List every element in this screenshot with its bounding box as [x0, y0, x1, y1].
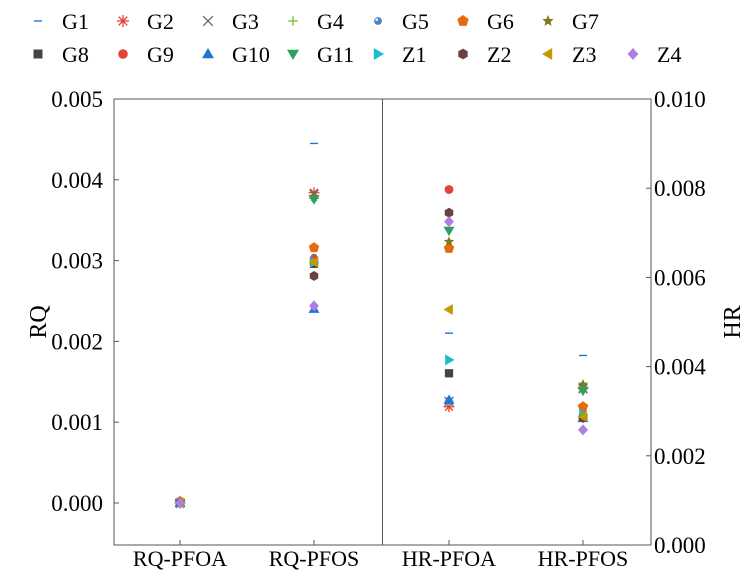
point-G9-HR-PFOA: [444, 185, 454, 194]
point-Z4-HR-PFOA: [444, 216, 454, 228]
point-Z4-RQ-PFOS: [309, 300, 319, 312]
legend-item-G4: G4: [288, 9, 344, 34]
left-axis: 0.000 0.001 0.002 0.003 0.004 0.005: [51, 87, 119, 516]
point-Z3-HR-PFOS: [577, 411, 587, 423]
legend-marker-G8: [33, 49, 43, 59]
legend-marker-G5: [374, 17, 382, 25]
legend-item-G3: G3: [202, 9, 259, 34]
right-tick-label: 0.000: [654, 533, 706, 558]
point-Z1-HR-PFOA: [445, 354, 455, 366]
legend-marker-Z1: [373, 48, 384, 60]
legend-item-G1: G1: [34, 9, 89, 34]
point-Z3-RQ-PFOS: [308, 256, 318, 268]
point-G7-HR-PFOS: [577, 378, 589, 389]
legend-label: G4: [317, 9, 344, 34]
point-G6-HR-PFOS: [577, 401, 589, 412]
legend-label: G9: [147, 42, 174, 67]
point-G8-HR-PFOA: [444, 369, 454, 378]
legend-item-G8: G8: [33, 42, 89, 67]
point-G6-RQ-PFOS: [308, 242, 320, 253]
point-G11-HR-PFOS: [577, 386, 589, 397]
legend-label: Z3: [572, 42, 596, 67]
legend-marker-Z3: [542, 48, 553, 60]
legend-marker-G7: [542, 15, 554, 26]
legend-item-G11: G11: [287, 42, 354, 67]
legend-item-G5: G5: [374, 9, 429, 34]
legend-label: G11: [317, 42, 354, 67]
legend-item-Z4: Z4: [627, 42, 681, 67]
legend-label: G5: [402, 9, 429, 34]
right-tick-label: 0.002: [654, 444, 706, 469]
legend-label: G8: [62, 42, 89, 67]
x-tick-label: HR-PFOS: [538, 546, 628, 571]
point-G6-HR-PFOA: [443, 242, 455, 253]
left-tick-label: 0.000: [51, 491, 103, 516]
data-points: [174, 142, 589, 509]
legend-item-Z1: Z1: [373, 42, 426, 67]
left-tick-label: 0.001: [51, 410, 103, 435]
point-G11-RQ-PFOS: [308, 195, 320, 205]
right-tick-label: 0.008: [654, 176, 706, 201]
point-Z3-HR-PFOA: [443, 304, 453, 316]
legend-label: G10: [232, 42, 270, 67]
legend-marker-G6: [457, 15, 469, 26]
legend: G1 G2 G3 G4 G5 G6 G7 G8 G9 G10 G11 Z1 Z2 Z3 Z4: [33, 9, 681, 67]
x-tick-label: RQ-PFOS: [269, 546, 359, 571]
legend-item-G9: G9: [118, 42, 174, 67]
x-axis: RQ-PFOA RQ-PFOS HR-PFOA HR-PFOS: [133, 540, 628, 571]
legend-marker-G4: [288, 16, 298, 26]
point-Z4-RQ-PFOA: [175, 497, 185, 509]
legend-item-G10: G10: [202, 42, 270, 67]
point-Z4-HR-PFOS: [578, 424, 588, 436]
legend-item-Z3: Z3: [542, 42, 596, 67]
point-Z2-RQ-PFOS: [309, 270, 319, 281]
legend-label: Z1: [402, 42, 426, 67]
legend-item-G6: G6: [457, 9, 514, 34]
left-tick-label: 0.002: [51, 329, 103, 354]
right-tick-label: 0.010: [654, 87, 706, 112]
legend-marker-Z4: [627, 48, 639, 60]
left-tick-label: 0.004: [51, 168, 103, 193]
point-Z2-HR-PFOA: [444, 207, 454, 218]
legend-item-Z2: Z2: [458, 42, 511, 67]
right-tick-label: 0.006: [654, 265, 706, 290]
right-axis-label: HR: [720, 305, 746, 338]
point-G10-HR-PFOA: [443, 394, 455, 404]
legend-label: G1: [62, 9, 89, 34]
right-axis: 0.000 0.002 0.004 0.006 0.008 0.010: [646, 87, 706, 558]
legend-marker-G9: [118, 49, 128, 59]
legend-marker-Z2: [458, 48, 468, 60]
x-tick-label: HR-PFOA: [402, 546, 496, 571]
right-tick-label: 0.004: [654, 355, 706, 380]
point-G7-HR-PFOA: [443, 236, 455, 247]
legend-marker-G11: [287, 49, 299, 60]
legend-marker-G2: [117, 15, 129, 27]
legend-label: Z4: [657, 42, 681, 67]
legend-marker-G3: [202, 15, 214, 27]
legend-item-G7: G7: [542, 9, 599, 34]
legend-label: G7: [572, 9, 599, 34]
legend-label: Z2: [487, 42, 511, 67]
left-tick-label: 0.005: [51, 87, 103, 112]
legend-label: G3: [232, 9, 259, 34]
legend-item-G2: G2: [117, 9, 174, 34]
point-G11-HR-PFOA: [443, 226, 455, 237]
legend-label: G2: [147, 9, 174, 34]
legend-marker-G10: [202, 48, 214, 59]
left-axis-label: RQ: [26, 305, 52, 338]
legend-label: G6: [487, 9, 514, 34]
left-tick-label: 0.003: [51, 249, 103, 274]
x-tick-label: RQ-PFOA: [133, 546, 227, 571]
